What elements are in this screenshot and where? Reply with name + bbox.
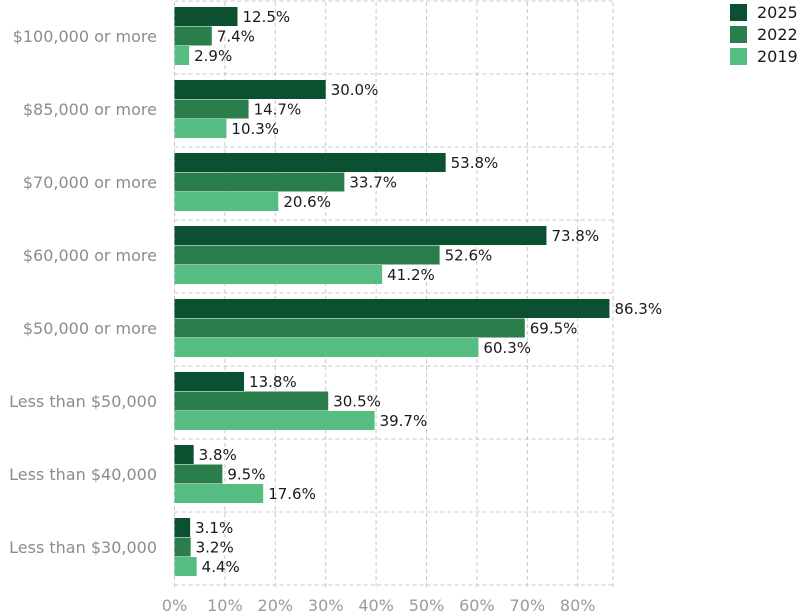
bar xyxy=(174,245,440,265)
data-label: 53.8% xyxy=(451,154,499,172)
bar xyxy=(174,557,197,576)
bar xyxy=(174,372,245,391)
bar xyxy=(174,318,525,338)
legend-label: 2019 xyxy=(757,47,798,66)
bar xyxy=(174,26,212,46)
bar xyxy=(174,484,264,503)
x-tick-label: 80% xyxy=(560,596,596,614)
data-label: 13.8% xyxy=(249,373,297,391)
bar xyxy=(174,192,279,211)
legend-swatch xyxy=(730,48,747,65)
bar xyxy=(174,265,383,284)
category-label: $100,000 or more xyxy=(13,27,157,46)
x-tick-label: 50% xyxy=(409,596,445,614)
bar xyxy=(174,7,238,26)
data-label: 20.6% xyxy=(283,193,331,211)
data-label: 86.3% xyxy=(614,300,662,318)
bar xyxy=(174,537,191,557)
category-label: Less than $30,000 xyxy=(9,538,157,557)
x-tick-label: 40% xyxy=(358,596,394,614)
data-label: 69.5% xyxy=(530,320,578,338)
legend-swatch xyxy=(730,26,747,43)
category-label: $60,000 or more xyxy=(23,246,157,265)
category-label: $85,000 or more xyxy=(23,100,157,119)
data-label: 30.0% xyxy=(331,81,379,99)
data-label: 17.6% xyxy=(268,485,316,503)
bar xyxy=(174,391,329,411)
data-label: 12.5% xyxy=(243,8,291,26)
bar xyxy=(174,80,326,99)
data-label: 2.9% xyxy=(194,47,232,65)
data-label: 14.7% xyxy=(254,101,302,119)
x-tick-label: 0% xyxy=(162,596,187,614)
x-tick-label: 30% xyxy=(308,596,344,614)
data-label: 4.4% xyxy=(202,558,240,576)
data-label: 10.3% xyxy=(231,120,279,138)
data-label: 33.7% xyxy=(349,174,397,192)
data-label: 39.7% xyxy=(380,412,428,430)
bar xyxy=(174,299,610,318)
category-label: Less than $50,000 xyxy=(9,392,157,411)
data-label: 52.6% xyxy=(445,247,493,265)
bar xyxy=(174,411,375,430)
bar xyxy=(174,445,194,464)
data-label: 73.8% xyxy=(551,227,599,245)
data-label: 7.4% xyxy=(217,28,255,46)
data-label: 9.5% xyxy=(227,466,265,484)
x-tick-label: 10% xyxy=(207,596,243,614)
category-label: $50,000 or more xyxy=(23,319,157,338)
bar xyxy=(174,172,345,192)
x-tick-label: 70% xyxy=(510,596,546,614)
bar xyxy=(174,46,190,65)
data-label: 41.2% xyxy=(387,266,435,284)
legend: 2025 2022 2019 xyxy=(730,3,798,66)
bar xyxy=(174,153,446,172)
data-label: 3.1% xyxy=(195,519,233,537)
x-tick-label: 20% xyxy=(258,596,294,614)
legend-swatch xyxy=(730,4,747,21)
data-label: 60.3% xyxy=(483,339,531,357)
data-label: 3.8% xyxy=(199,446,237,464)
data-label: 30.5% xyxy=(333,393,381,411)
legend-label: 2022 xyxy=(757,25,798,44)
bar xyxy=(174,226,547,245)
bar xyxy=(174,119,227,138)
bar xyxy=(174,338,479,357)
legend-label: 2025 xyxy=(757,3,798,22)
bar xyxy=(174,518,191,537)
bar xyxy=(174,99,249,119)
category-label: Less than $40,000 xyxy=(9,465,157,484)
x-tick-label: 60% xyxy=(459,596,495,614)
bar xyxy=(174,464,223,484)
data-label: 3.2% xyxy=(196,539,234,557)
category-label: $70,000 or more xyxy=(23,173,157,192)
